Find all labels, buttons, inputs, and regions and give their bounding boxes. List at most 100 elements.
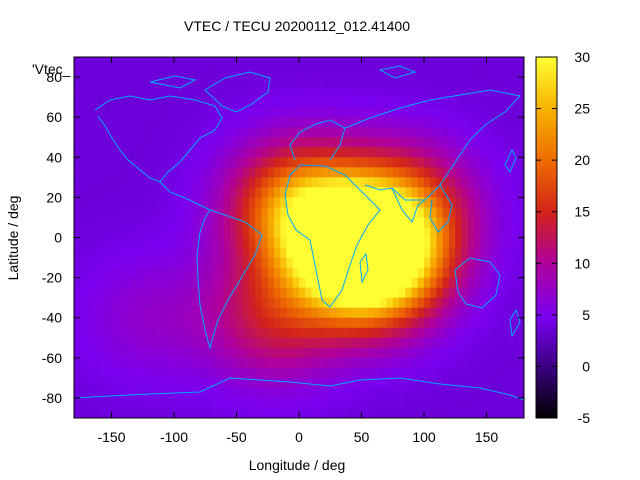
heat-cell — [236, 207, 244, 218]
heat-cell — [274, 277, 281, 289]
heat-cell — [417, 247, 425, 258]
heat-cell — [117, 87, 125, 98]
heat-cell — [517, 267, 524, 279]
heat-cell — [455, 237, 462, 248]
heat-cell — [230, 217, 237, 228]
heat-cell — [180, 77, 187, 88]
heat-cell — [267, 367, 275, 379]
heat-cell — [330, 247, 337, 258]
heat-cell — [280, 307, 287, 319]
heat-cell — [442, 127, 450, 138]
heat-cell — [455, 327, 462, 339]
heat-cell — [255, 297, 262, 309]
heat-cell — [411, 247, 419, 258]
heat-cell — [324, 277, 331, 289]
heat-cell — [136, 247, 144, 258]
heat-cell — [505, 67, 512, 78]
heat-cell — [392, 97, 400, 108]
heat-cell — [255, 407, 262, 418]
heat-cell — [180, 167, 187, 178]
heat-cell — [117, 207, 125, 218]
heat-cell — [274, 177, 281, 188]
heat-cell — [361, 327, 369, 339]
heat-cell — [392, 397, 400, 409]
heat-cell — [324, 177, 331, 188]
heat-cell — [342, 157, 350, 168]
heat-cell — [280, 77, 287, 88]
heat-cell — [224, 107, 231, 118]
heat-cell — [517, 137, 524, 148]
heat-cell — [405, 247, 412, 258]
heat-cell — [461, 277, 469, 289]
heat-cell — [130, 387, 137, 399]
heat-cell — [449, 107, 456, 118]
heat-cell — [336, 107, 344, 118]
heat-cell — [480, 57, 487, 68]
heat-cell — [336, 237, 344, 248]
coastline-asia — [344, 89, 521, 201]
heat-cell — [480, 67, 487, 78]
heat-cell — [155, 197, 162, 208]
heat-cell — [205, 347, 212, 359]
heat-cell — [224, 137, 231, 148]
heat-cell — [149, 157, 156, 168]
heat-cell — [280, 197, 287, 208]
heat-cell — [286, 247, 294, 258]
heat-cell — [430, 187, 437, 198]
heat-cell — [180, 327, 187, 339]
heat-cell — [505, 217, 512, 228]
heat-cell — [80, 237, 87, 248]
heat-cell — [486, 167, 494, 178]
heat-cell — [199, 57, 206, 68]
heat-cell — [311, 237, 319, 248]
heat-cell — [155, 147, 162, 158]
heat-cell — [136, 217, 144, 228]
heat-cell — [461, 367, 469, 379]
heat-cell — [267, 87, 275, 98]
heat-cell — [361, 337, 369, 349]
heat-cell — [149, 117, 156, 128]
heat-cell — [186, 87, 194, 98]
heat-cell — [105, 317, 112, 329]
heat-cell — [217, 127, 225, 138]
heat-cell — [74, 127, 81, 138]
heat-cell — [324, 247, 331, 258]
heat-cell — [467, 267, 475, 279]
heat-cell — [349, 207, 356, 218]
heat-cell — [336, 117, 344, 128]
heat-cell — [142, 317, 150, 329]
heat-cell — [342, 137, 350, 148]
heat-cell — [192, 127, 200, 138]
heat-cell — [224, 337, 231, 349]
heat-cell — [205, 57, 212, 68]
heat-cell — [317, 387, 325, 399]
heat-cell — [486, 107, 494, 118]
heat-cell — [136, 367, 144, 379]
heat-cell — [280, 257, 287, 268]
heat-cell — [92, 67, 100, 78]
heat-cell — [142, 247, 150, 258]
heat-cell — [211, 267, 219, 279]
heat-cell — [367, 157, 375, 168]
heat-cell — [486, 187, 494, 198]
heat-cell — [136, 127, 144, 138]
heat-cell — [436, 317, 444, 329]
heat-cell — [305, 207, 312, 218]
heat-cell — [336, 317, 344, 329]
heat-cell — [305, 407, 312, 418]
heat-cell — [417, 57, 425, 68]
heat-cell — [255, 367, 262, 379]
heat-cell — [130, 407, 137, 418]
heat-cell — [130, 137, 137, 148]
heat-cell — [405, 377, 412, 389]
heat-cell — [424, 187, 431, 198]
heat-cell — [467, 347, 475, 359]
heat-cell — [236, 177, 244, 188]
heat-cell — [355, 267, 362, 279]
heat-cell — [517, 207, 524, 218]
heat-cell — [355, 187, 362, 198]
heat-cell — [174, 377, 181, 389]
y-tick-label: 40 — [46, 149, 62, 165]
heat-cell — [111, 287, 119, 299]
heat-cell — [324, 137, 331, 148]
